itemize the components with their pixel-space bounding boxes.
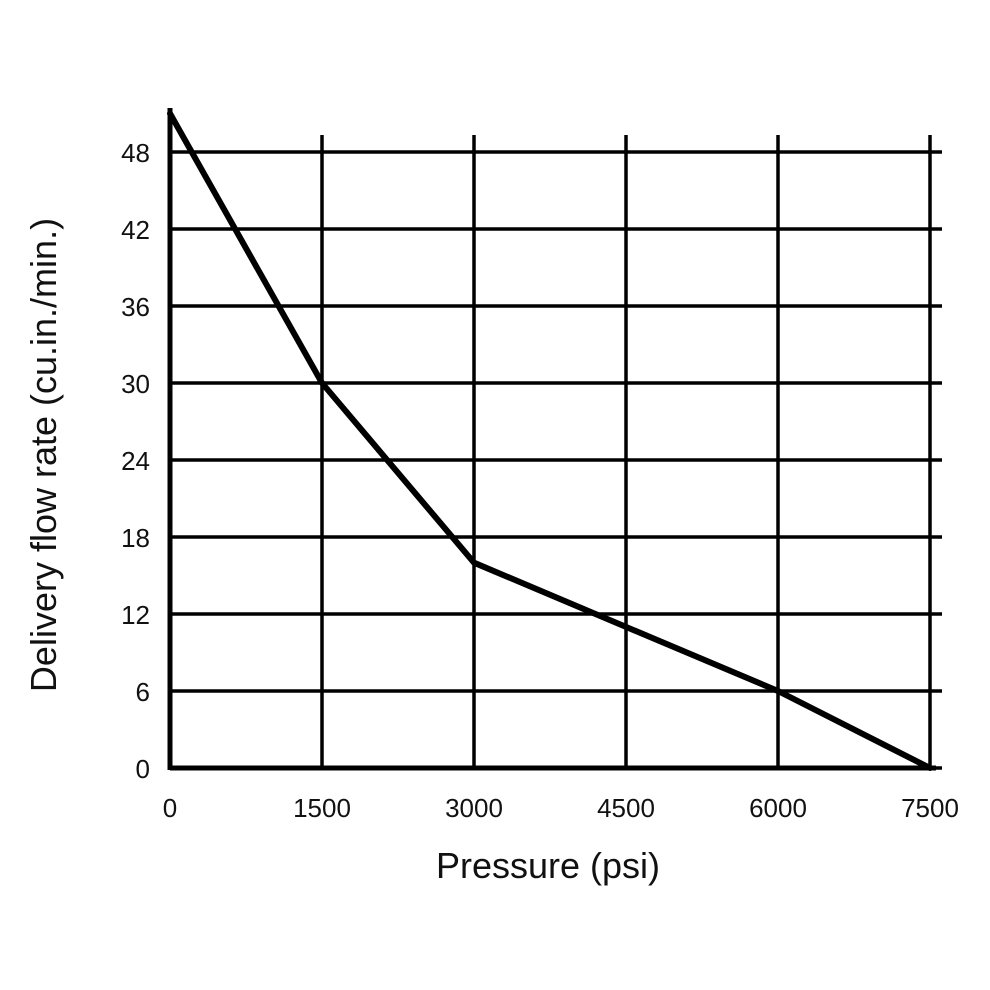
y-tick-label: 42 — [121, 215, 150, 245]
x-tick-label: 1500 — [293, 793, 351, 823]
x-tick-label: 0 — [163, 793, 177, 823]
x-tick-labels: 0 1500 3000 4500 6000 7500 — [163, 793, 959, 823]
y-tick-label: 48 — [121, 138, 150, 168]
y-tick-label: 6 — [136, 677, 150, 707]
x-tick-label: 7500 — [901, 793, 959, 823]
y-tick-label: 36 — [121, 292, 150, 322]
y-tick-label: 30 — [121, 369, 150, 399]
series-layer — [167, 110, 933, 771]
series-line-0 — [167, 110, 933, 771]
grid — [167, 108, 942, 771]
x-tick-label: 6000 — [749, 793, 807, 823]
y-tick-label: 12 — [121, 600, 150, 630]
y-tick-labels: 0 6 12 18 24 30 36 42 48 — [121, 138, 150, 784]
y-tick-label: 0 — [136, 754, 150, 784]
y-tick-label: 24 — [121, 446, 150, 476]
x-axis-title: Pressure (psi) — [436, 845, 660, 886]
y-tick-label: 18 — [121, 523, 150, 553]
x-tick-label: 3000 — [445, 793, 503, 823]
y-axis-title: Delivery flow rate (cu.in./min.) — [23, 218, 64, 692]
x-tick-label: 4500 — [597, 793, 655, 823]
